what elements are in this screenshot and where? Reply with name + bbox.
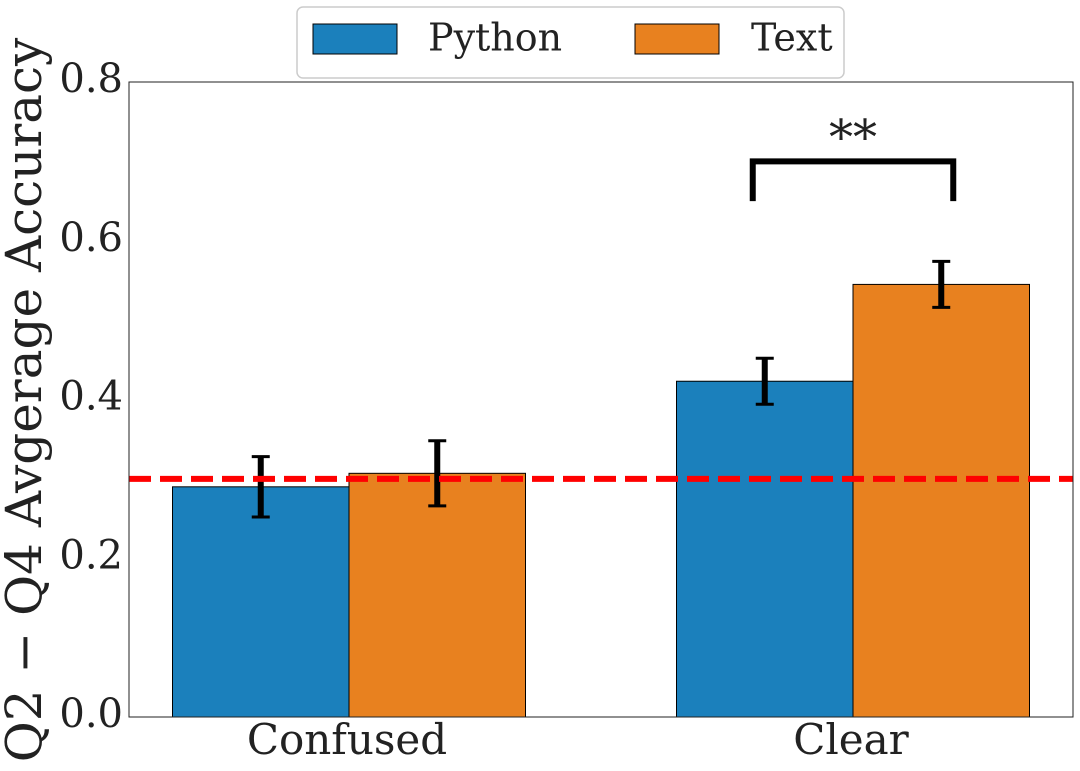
bar-text-confused <box>348 472 526 718</box>
bar-python-confused <box>172 486 350 718</box>
legend-label-text: Text <box>751 16 833 60</box>
y-tick-label: 0.0 <box>59 691 123 737</box>
x-tick-label-confused: Confused <box>247 715 447 764</box>
legend-label-python: Python <box>428 16 562 60</box>
bar-python-clear <box>676 380 854 718</box>
plot-border <box>128 81 1074 718</box>
y-axis-label: Q2 − Q4 Avgerage Accuracy <box>0 37 53 762</box>
bars <box>172 283 1030 718</box>
y-tick-label: 0.8 <box>59 56 123 102</box>
y-tick-label: 0.6 <box>59 215 123 261</box>
errorbar-python-confused <box>251 455 270 519</box>
y-tick-label: 0.4 <box>59 374 123 420</box>
errorbar-python-clear <box>755 356 774 406</box>
significance-group: ** <box>749 109 957 202</box>
y-axis-ticks: 0.0 0.2 0.4 0.6 0.8 <box>59 56 123 737</box>
y-tick-label: 0.2 <box>59 532 123 578</box>
legend: Python Text <box>296 6 845 79</box>
legend-swatch-text <box>634 23 720 55</box>
errorbar-text-confused <box>428 439 447 508</box>
bar-text-clear <box>852 283 1030 718</box>
error-bars <box>251 259 951 519</box>
errorbar-text-clear <box>932 259 951 309</box>
significance-label: ** <box>829 109 877 165</box>
x-tick-label-clear: Clear <box>793 715 909 764</box>
x-axis-ticks: Confused Clear <box>247 715 910 764</box>
legend-swatch-python <box>312 23 398 55</box>
significance-bracket <box>749 158 957 202</box>
